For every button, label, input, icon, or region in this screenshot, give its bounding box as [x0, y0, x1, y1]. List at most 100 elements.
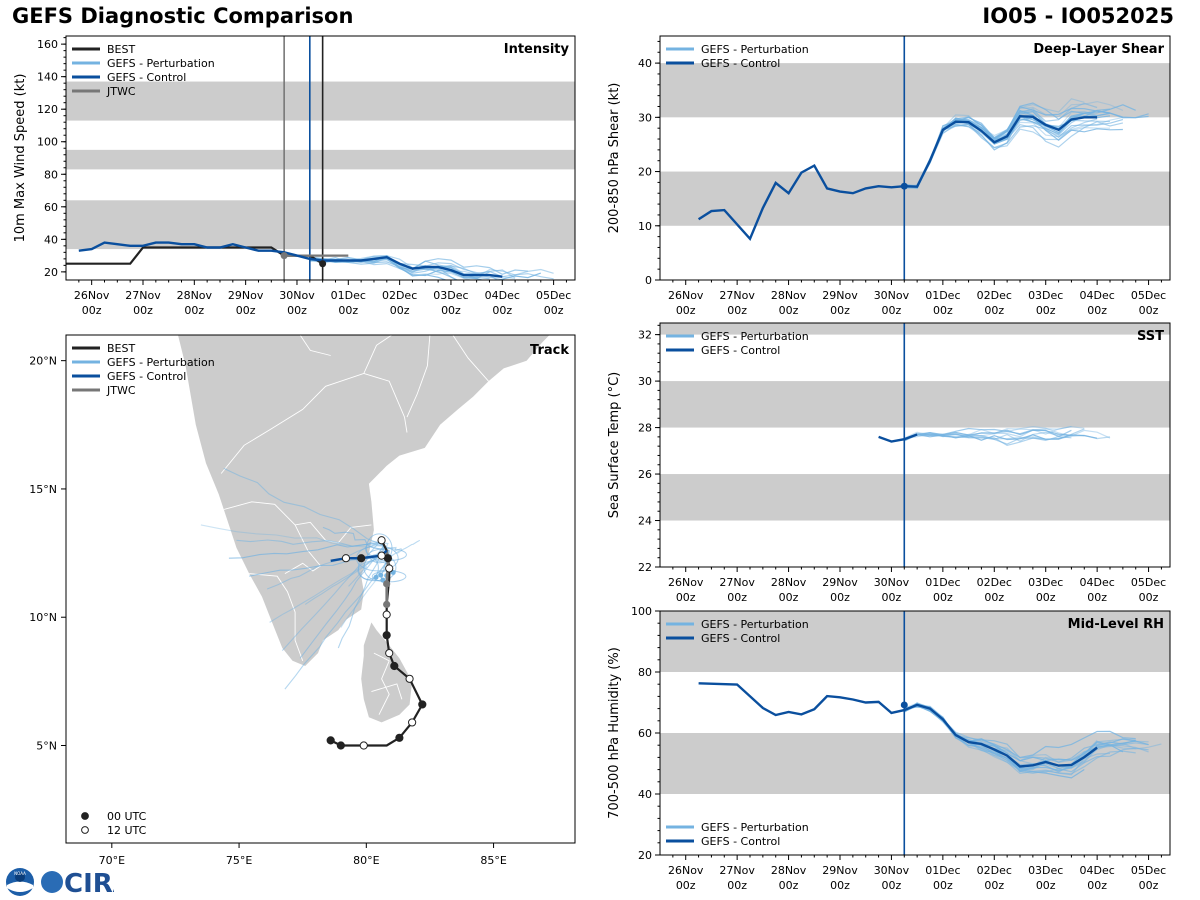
- init-marker-rh: [900, 701, 908, 709]
- perturbation-marker: [378, 572, 384, 578]
- best-track-marker: [382, 631, 391, 640]
- panel-shear: 0 10 20 30 40 26Nov 00z 27Nov 00z 28Nov 00z 29Nov 00…: [607, 35, 1171, 317]
- legend-label: GEFS - Control: [701, 835, 780, 848]
- legend-label: BEST: [107, 43, 135, 56]
- y-tick-label: 100: [631, 605, 652, 618]
- panel-label: SST: [1137, 329, 1164, 344]
- perturbation-track: [304, 550, 390, 605]
- x-tick-hour: 00z: [82, 304, 102, 317]
- marker-best: [319, 260, 327, 268]
- x-tick-hour: 00z: [441, 304, 461, 317]
- x-tick-day: 30Nov: [874, 576, 910, 589]
- x-tick-day: 29Nov: [822, 576, 858, 589]
- noaa-cira-logo: NOAA CIRA: [6, 868, 114, 898]
- x-tick-hour: 00z: [984, 879, 1004, 892]
- band-sst-2: [660, 323, 1170, 335]
- x-tick-day: 05Dec: [536, 289, 571, 302]
- panel-label: Mid-Level RH: [1068, 617, 1164, 632]
- y-tick-label: 40: [638, 788, 652, 801]
- legend-label: GEFS - Perturbation: [107, 57, 215, 70]
- panel-label: Intensity: [504, 42, 570, 57]
- control-line-sst: [878, 433, 918, 443]
- y-axis-label: Sea Surface Temp (°C): [607, 372, 622, 519]
- panel-track: Track 70°E 75°E 80°E 85°E 5°N 10°N 15°N 20°N BEST…: [29, 334, 576, 867]
- state-border: [249, 573, 304, 661]
- x-tick-day: 28Nov: [771, 864, 807, 877]
- x-tick-hour: 00z: [236, 304, 256, 317]
- control-track-marker: [357, 554, 366, 563]
- x-tick-day: 02Dec: [977, 289, 1012, 302]
- x-tick-day: 29Nov: [822, 289, 858, 302]
- x-tick-day: 02Dec: [977, 576, 1012, 589]
- y-tick-label: 80: [638, 666, 652, 679]
- marker-jtwc: [280, 252, 288, 260]
- jtwc-track-marker: [383, 600, 391, 608]
- x-tick-day: 26Nov: [74, 289, 110, 302]
- x-tick-hour: 00z: [1139, 591, 1159, 604]
- plot-area-rh: [660, 611, 1170, 855]
- perturbation-marker: [373, 574, 379, 580]
- x-tick-day: 28Nov: [771, 289, 807, 302]
- x-tick-hour: 00z: [933, 879, 953, 892]
- band-intensity-2: [66, 81, 575, 121]
- perturbation-track: [322, 526, 390, 552]
- best-track-marker: [336, 741, 345, 750]
- x-tick-day: 05Dec: [1131, 864, 1166, 877]
- lon-tick-label: 75°E: [226, 854, 252, 867]
- cira-logo-globe-icon: [41, 871, 63, 893]
- y-tick-label: 140: [37, 71, 58, 84]
- x-tick-hour: 00z: [1036, 591, 1056, 604]
- x-tick-hour: 00z: [1139, 304, 1159, 317]
- x-tick-day: 01Dec: [331, 289, 366, 302]
- x-tick-hour: 00z: [727, 879, 747, 892]
- lon-tick-label: 80°E: [353, 854, 379, 867]
- plot-area-shear: [660, 36, 1170, 280]
- x-tick-hour: 00z: [830, 304, 850, 317]
- control-track-marker: [341, 554, 351, 563]
- y-axis-label: 200-850 hPa Shear (kt): [607, 83, 622, 234]
- x-tick-day: 30Nov: [874, 864, 910, 877]
- x-tick-hour: 00z: [338, 304, 358, 317]
- x-tick-hour: 00z: [984, 591, 1004, 604]
- x-tick-hour: 00z: [390, 304, 410, 317]
- x-tick-hour: 00z: [882, 304, 902, 317]
- y-tick-label: 0: [645, 274, 652, 287]
- y-tick-label: 60: [638, 727, 652, 740]
- control-track-marker: [377, 551, 386, 560]
- jtwc-track-marker: [383, 580, 391, 588]
- noaa-logo-text: NOAA: [14, 871, 26, 876]
- legend-label: GEFS - Control: [701, 57, 780, 70]
- band-shear-1: [660, 63, 1170, 118]
- y-tick-label: 28: [638, 422, 652, 435]
- legend-label: GEFS - Perturbation: [701, 43, 809, 56]
- x-tick-hour: 00z: [676, 591, 696, 604]
- panel-rh: 20 40 60 80 100 26Nov 00z 27Nov 00z 28Nov 00z 29Nov…: [607, 605, 1171, 892]
- y-tick-label: 40: [44, 233, 58, 246]
- state-border: [363, 335, 393, 374]
- y-axis-label: 10m Max Wind Speed (kt): [13, 74, 28, 243]
- x-tick-day: 01Dec: [925, 576, 960, 589]
- x-tick-day: 26Nov: [668, 576, 704, 589]
- best-track-marker: [408, 718, 417, 727]
- x-tick-hour: 00z: [727, 591, 747, 604]
- legend-label: GEFS - Control: [701, 344, 780, 357]
- best-track-marker: [377, 536, 386, 545]
- y-tick-label: 32: [638, 329, 652, 342]
- x-tick-day: 04Dec: [1079, 576, 1114, 589]
- x-tick-day: 05Dec: [1131, 576, 1166, 589]
- legend-label: GEFS - Perturbation: [107, 356, 215, 369]
- perturbation-track: [223, 467, 385, 546]
- perturbation-track: [200, 524, 390, 552]
- x-tick-day: 30Nov: [279, 289, 315, 302]
- noaa-logo-bird: [15, 872, 25, 882]
- y-tick-label: 30: [638, 111, 652, 124]
- x-tick-hour: 00z: [933, 591, 953, 604]
- panel-label: Deep-Layer Shear: [1033, 42, 1164, 57]
- x-tick-hour: 00z: [1036, 304, 1056, 317]
- x-tick-hour: 00z: [984, 304, 1004, 317]
- x-tick-day: 02Dec: [977, 864, 1012, 877]
- x-tick-day: 27Nov: [719, 864, 755, 877]
- best-track-marker: [382, 610, 391, 619]
- land-india: [178, 335, 550, 666]
- band-intensity-1: [66, 149, 575, 170]
